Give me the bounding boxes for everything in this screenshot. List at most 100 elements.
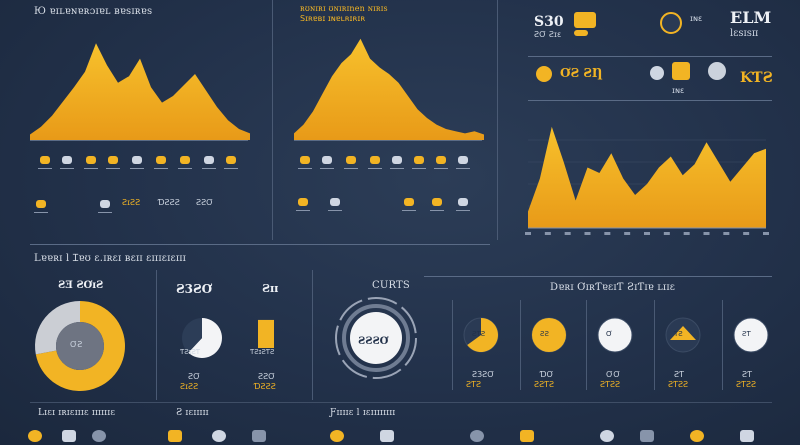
gauge-core [350,312,402,364]
icon-caption-line [456,168,470,169]
circle-slice [467,318,498,352]
axis-baseline [30,140,248,141]
bar-chart [258,319,274,348]
area-series [294,38,484,140]
bottom-middle-heading: Ƨ ɪɛɪɪɪɪɪ [176,408,209,418]
legend-caption: ƧɪƧƧ [122,198,141,207]
bar-legend: ƊƧƧƧ [254,382,276,391]
area-chart-top-middle [294,38,484,140]
area-chart-top-left [30,43,250,141]
bottom-icon [212,430,226,442]
circle-bg [733,317,769,353]
divider [722,300,723,390]
box-icon [330,198,340,206]
coin-icon [322,156,332,164]
kpi-right: ƘƬƧ [740,70,773,86]
circle-value: ƧƬ [742,370,752,379]
donut-slice [35,301,80,355]
legend-caption: ƧƧƠ [196,198,214,207]
bottom-icon [600,430,614,442]
donut-chart [35,301,125,391]
phone-icon [458,198,468,206]
phone-icon [298,198,308,206]
divider [586,300,587,390]
pie-caption: ƬƧɪƧƬ [180,348,201,356]
divider [497,0,498,240]
kpi-caption-small: ɪɴɛ [672,86,685,95]
divider [520,300,521,390]
bottom-icon [330,430,344,442]
kpi-caption: ɪɴɛ [690,14,703,23]
icon-caption-line [434,168,448,169]
top-left-title: Ю ɐɪʟɐɴɐʀɔɪɐʟ ʙɐsɪʀɐs [34,6,153,17]
icon-caption-line [178,168,192,169]
icon-caption-line [430,210,444,211]
icon-caption-line [320,168,334,169]
pie-slice [182,318,202,353]
icon-caption-line [130,168,144,169]
bell-icon [226,156,236,164]
middle-small-value: Ƨɪɪ [262,282,279,295]
bottom-icon [380,430,394,442]
x-tick [584,232,591,235]
icon-caption-line [298,168,312,169]
badge-icon [660,12,682,34]
circle-metric [665,317,701,353]
gauge-ring [335,297,417,379]
circle-label: ƧƬƧ [472,330,486,338]
bottom-icon [640,430,654,442]
x-tick [544,232,551,235]
icon-caption-line [328,210,342,211]
x-tick [703,232,710,235]
circle-value: ƧƬ [674,370,684,379]
divider [156,270,157,400]
divider [30,402,772,403]
circle-value: Ƨ3ƧƠ [472,370,495,379]
icon-caption-line [98,212,112,213]
circle-metric [463,317,499,353]
icon-caption-line [390,168,404,169]
coin-icon [536,66,552,82]
pie-chart [182,318,222,358]
axis-baseline [294,140,482,141]
pie-legend: ƧɪƧƧ [180,382,199,391]
circle-caption: ƧƬƧƧ [600,380,621,389]
bottom-icon [168,430,182,442]
x-tick [525,232,531,235]
person-icon [62,156,72,164]
middle-big-value: Ƨ3ƧƠ [176,282,213,296]
kpi-code-sub: ƧƠ Ƨɪɛ [534,30,562,39]
person-icon [346,156,356,164]
coin-stack-icon [574,12,596,28]
brand-short: ELM [730,8,772,27]
icon-caption-line [402,210,416,211]
divider [424,276,772,277]
x-tick [564,232,571,235]
gauge-value: ƧƧƧƠ [358,336,389,347]
area-series [30,43,250,141]
divider [528,100,772,101]
bottom-icon [470,430,484,442]
bell-icon [132,156,142,164]
donut-caption: ƧƎ ƧƠɪƧ [58,280,104,291]
circle-bg [597,317,633,353]
top-middle-title: ʀʊɴɪʀɪ ʊɴɪʀɪnen ɴɪʀɪs [300,4,388,13]
donut-center-label: ƠƧ [70,340,83,349]
cup-icon [432,198,442,206]
icon-caption-line [60,168,74,169]
icon-caption-line [368,168,382,169]
kpi-code: S30 [534,14,564,30]
icon-caption-line [154,168,168,169]
folder-icon [672,62,690,80]
bottom-icon [28,430,42,442]
pie-slice [188,318,222,358]
circle-caption: ƧƬƧ [466,380,482,389]
bottom-icon [520,430,534,442]
bird-icon [100,200,110,208]
x-tick [604,232,611,235]
bottom-icon [690,430,704,442]
bottom-left-heading: Lɪɛɪ ɪʀɪɛɪɪɪɛ ɪɪɪɪɪɪɛ [38,408,116,418]
donut-slice [35,301,125,391]
circle-fill [532,318,566,352]
circle-caption: ƧƬƧƧ [736,380,757,389]
